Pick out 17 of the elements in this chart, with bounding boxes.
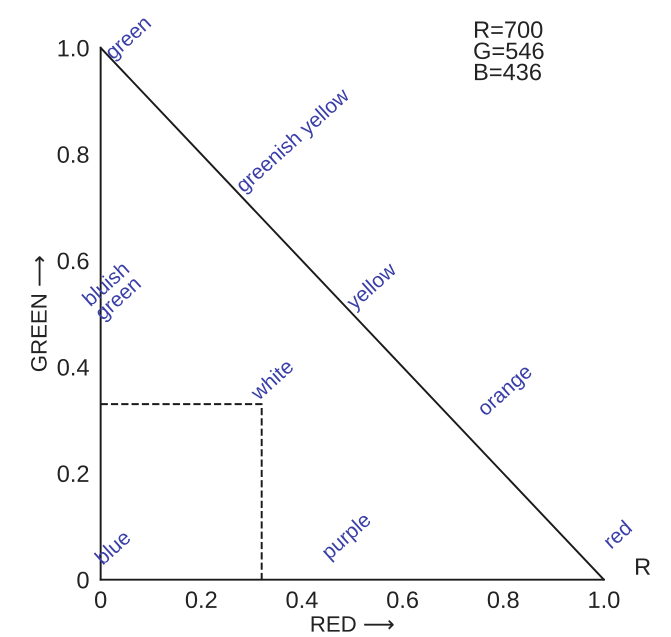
x-tick-label: 0 xyxy=(95,591,106,608)
y-tick-label: 0.8 xyxy=(58,146,89,163)
x-tick-label: 0.2 xyxy=(186,591,217,608)
y-tick-label: 1.0 xyxy=(58,40,89,57)
annotation: blue xyxy=(94,528,132,566)
x-tick-label: 0.8 xyxy=(488,591,519,608)
text: red xyxy=(602,519,633,550)
x-tick-label: 1.0 xyxy=(589,591,620,608)
annotation: R=700 G=546 B=436 xyxy=(474,21,544,80)
x-axis-title: RED ⟶ xyxy=(312,616,394,632)
y-tick-label: 0.4 xyxy=(58,358,89,376)
x-tick-label: 0.4 xyxy=(286,591,318,608)
y-axis-title: GREEN ⟶ xyxy=(31,256,47,372)
text: R xyxy=(636,558,650,575)
y-tick-label: 0 xyxy=(77,572,89,588)
x-tick-label: 0.6 xyxy=(387,591,418,608)
y-tick-label: 0.2 xyxy=(58,465,88,482)
